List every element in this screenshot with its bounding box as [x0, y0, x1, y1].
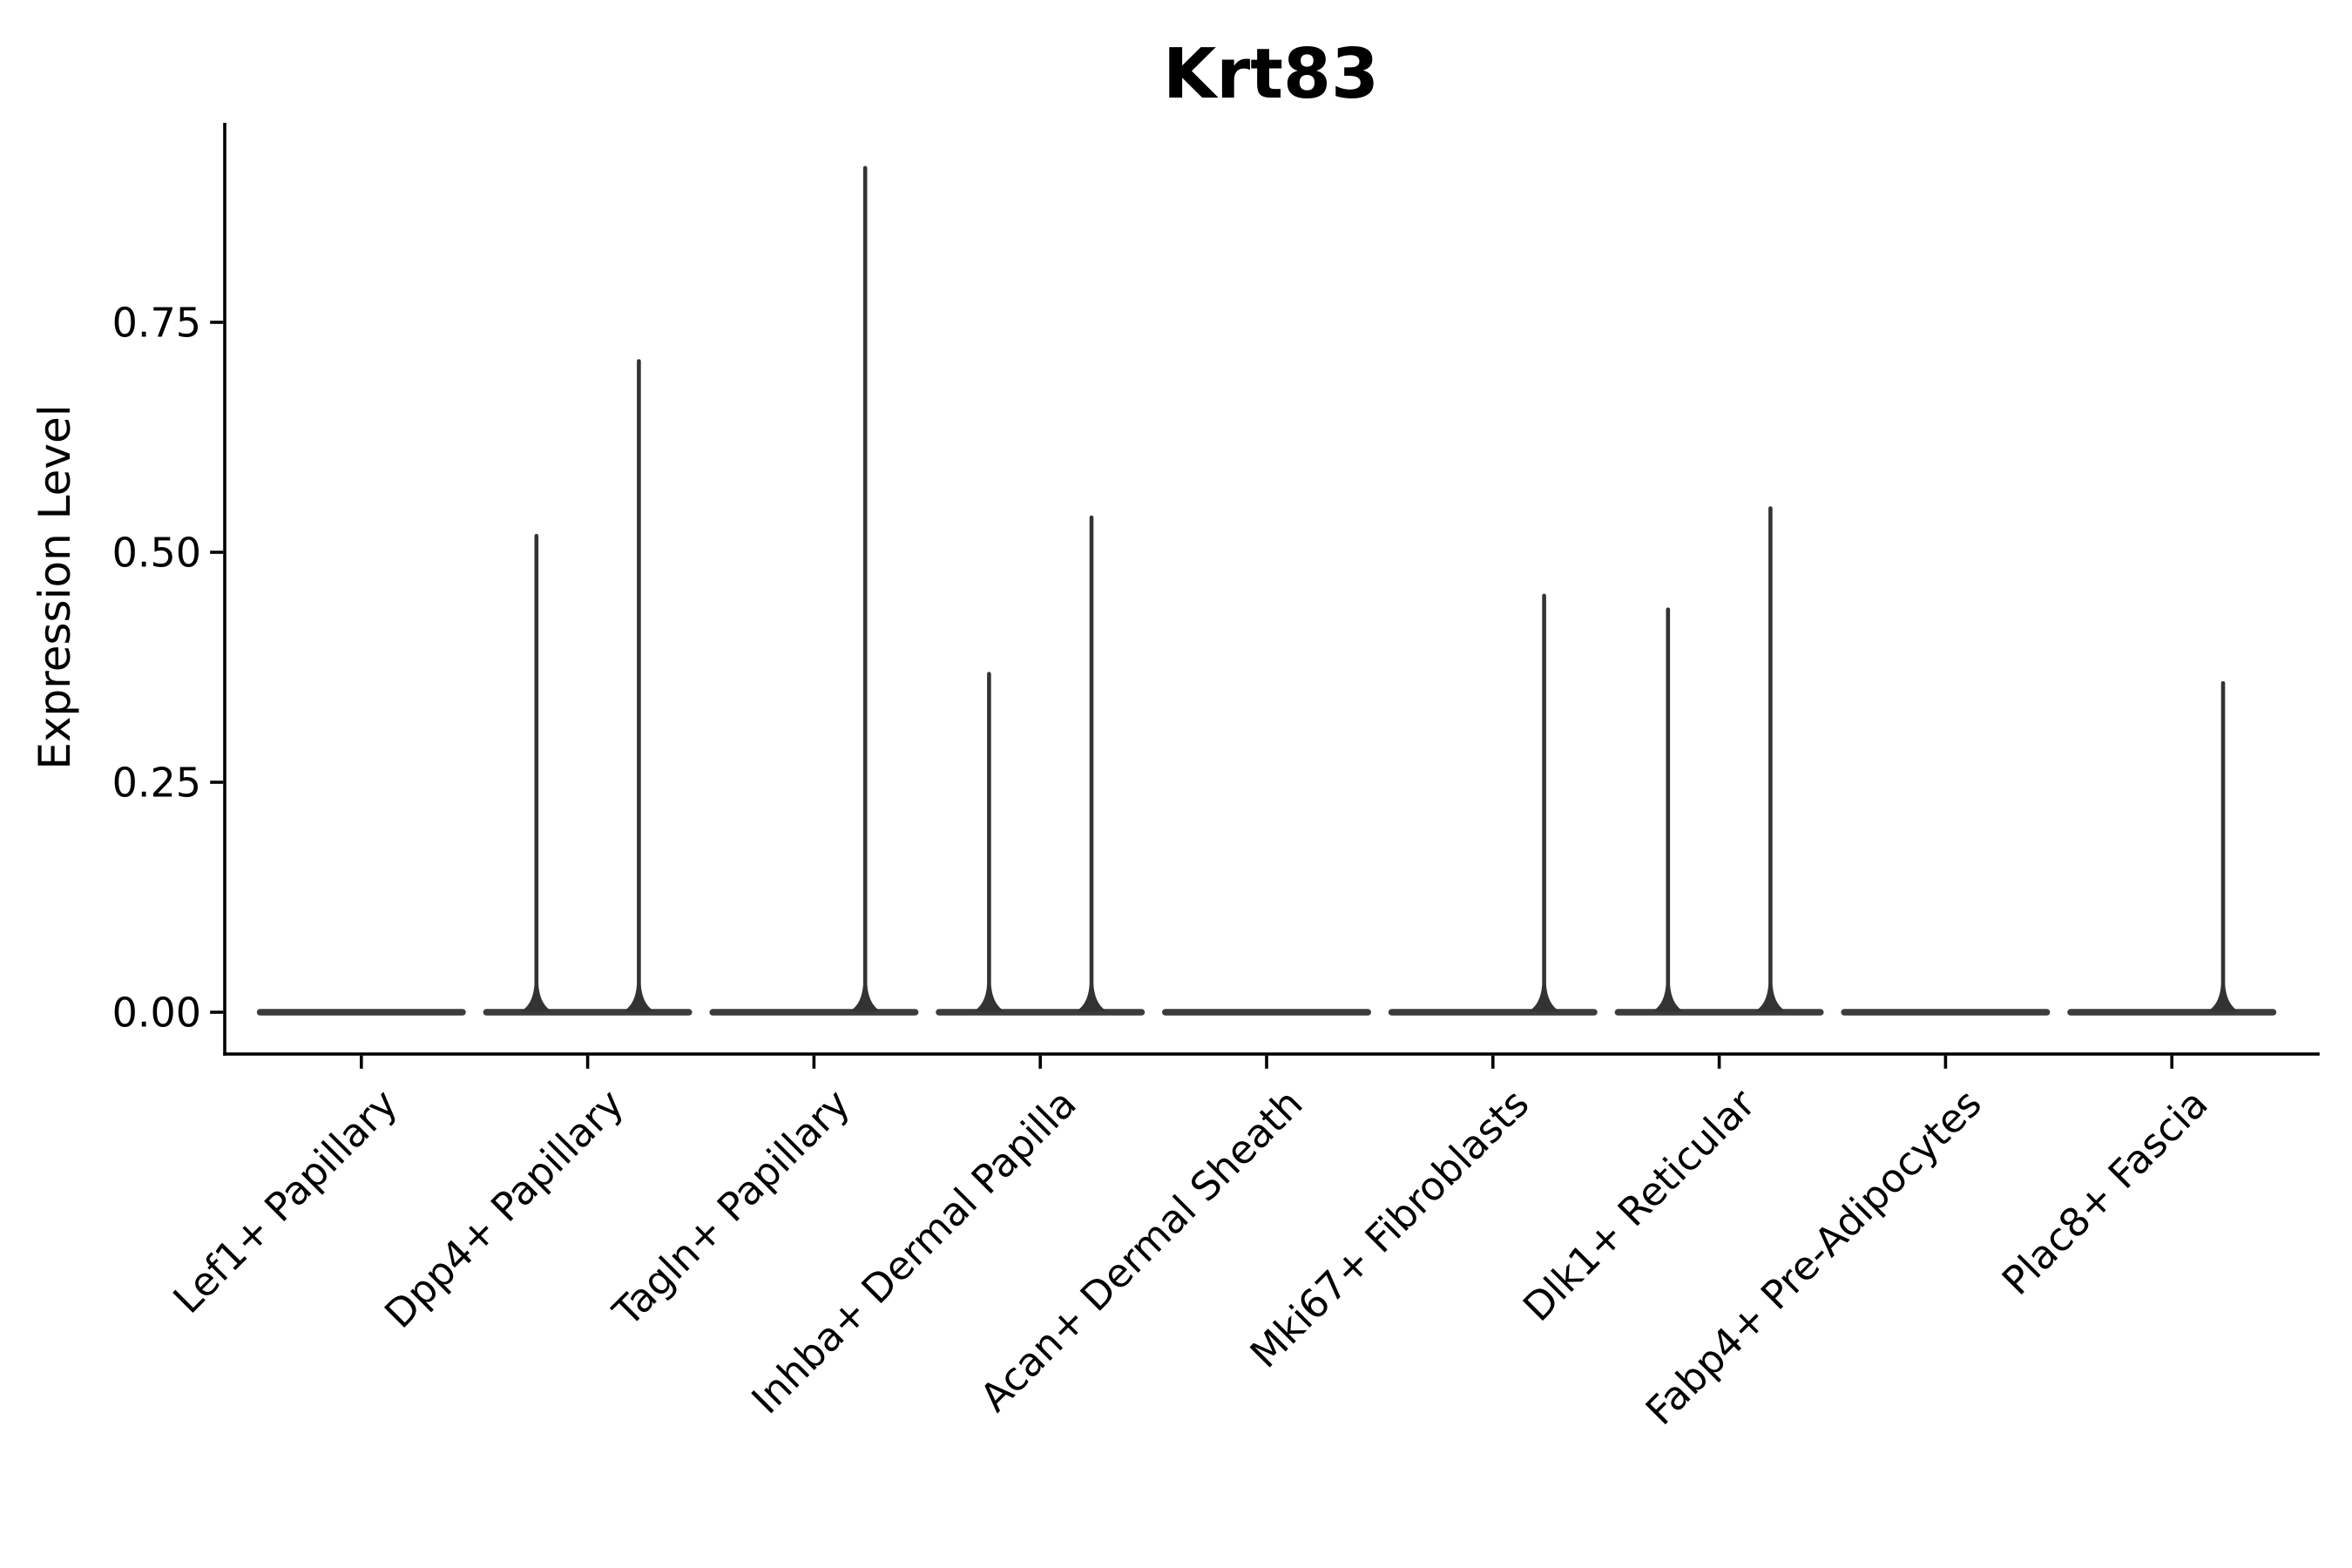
y-axis-spine: [223, 123, 226, 1056]
violin-base: [1162, 1009, 1371, 1016]
violin-base: [1388, 1009, 1598, 1016]
y-tick-mark: [210, 1010, 224, 1014]
x-category-label: Lef1+ Papillary: [164, 1080, 406, 1322]
violin-spike: [1528, 593, 1560, 1011]
y-tick-label: 0.00: [112, 990, 201, 1037]
x-tick-mark: [585, 1055, 590, 1069]
violin-base: [709, 1009, 919, 1016]
x-tick-mark: [1717, 1055, 1721, 1069]
x-category-label: Plac8+ Fascia: [1993, 1080, 2217, 1304]
violin-spike: [623, 359, 655, 1011]
violin-spike: [1076, 515, 1107, 1011]
violin-spike: [1652, 607, 1684, 1011]
y-tick-label: 0.50: [112, 530, 201, 577]
violin-spike: [1754, 506, 1787, 1011]
x-tick-mark: [1265, 1055, 1268, 1069]
x-tick-mark: [1491, 1055, 1495, 1069]
y-tick-label: 0.25: [112, 760, 201, 807]
x-category-label: Dpp4+ Papillary: [375, 1080, 632, 1337]
x-category-label: Dlk1+ Reticular: [1514, 1080, 1764, 1330]
violin-spike: [849, 166, 882, 1012]
x-tick-mark: [2170, 1055, 2173, 1069]
x-tick-mark: [1943, 1055, 1948, 1069]
y-tick-mark: [210, 781, 224, 784]
x-tick-mark: [812, 1055, 816, 1069]
violin-spike: [2207, 680, 2239, 1011]
y-tick-label: 0.75: [112, 300, 201, 347]
violin-base: [936, 1009, 1146, 1016]
chart-title: Krt83: [1163, 34, 1379, 114]
violin-spike: [973, 672, 1005, 1011]
x-axis-spine: [223, 1052, 2320, 1056]
violin-base: [256, 1009, 466, 1016]
violin-base: [1614, 1009, 1824, 1016]
violin-base: [1841, 1009, 2051, 1016]
violin-layer: [256, 166, 2277, 1016]
violin-base: [2067, 1009, 2277, 1016]
x-category-label: Tagln+ Papillary: [604, 1080, 859, 1335]
y-tick-mark: [210, 321, 224, 324]
violin-spike: [520, 533, 552, 1011]
violin-base: [483, 1009, 693, 1016]
y-axis-label: Expression Level: [30, 404, 80, 769]
y-tick-mark: [210, 551, 224, 554]
x-tick-mark: [360, 1055, 363, 1069]
x-tick-mark: [1038, 1055, 1042, 1069]
